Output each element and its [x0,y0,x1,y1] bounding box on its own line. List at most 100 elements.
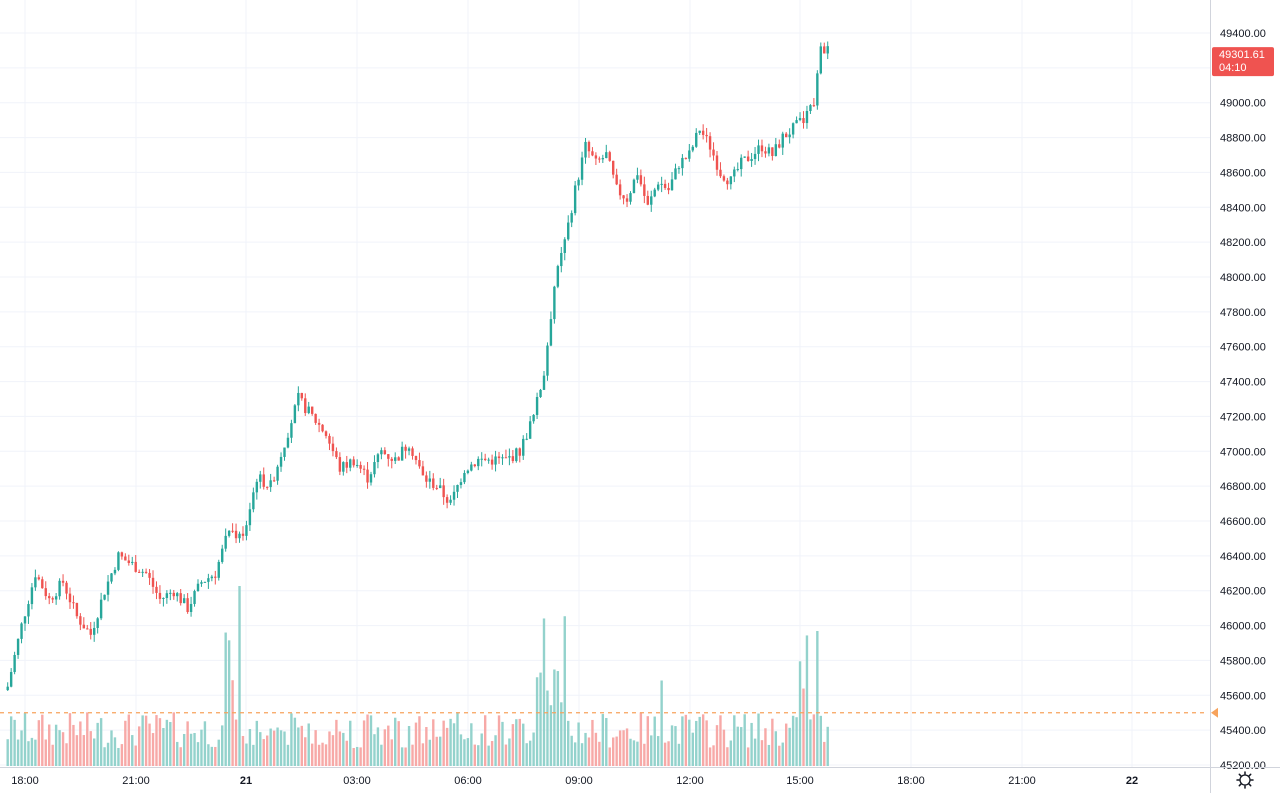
candle-body [162,597,165,599]
candle-body [321,424,324,432]
volume-bar [380,744,383,766]
volume-bar [428,739,432,766]
alert-line[interactable] [0,707,1218,718]
candle-body [252,492,255,510]
candle-body [383,450,387,455]
candle-body [75,602,79,617]
candle-body [515,448,518,462]
candle-body [155,586,158,593]
volume-bar [103,747,106,766]
candle-body [757,145,760,154]
volume-bar [137,726,141,766]
volume-bar [733,715,736,766]
volume-bar [241,735,245,766]
volume-bar [16,739,20,766]
volume-bar [715,725,719,766]
volume-bar [79,721,82,766]
volume-bar [612,737,615,766]
volume-bar [445,727,449,766]
volume-bar [110,730,113,766]
volume-bar [615,736,618,766]
volume-bar [169,722,172,766]
volume-bar [439,736,442,766]
candle-body [463,473,466,483]
volume-bar [594,732,598,766]
volume-bar [584,732,587,766]
volume-bar [283,731,286,766]
price-tick-label: 47200.00 [1220,411,1266,423]
candle-body [131,561,134,563]
volume-bar [819,715,822,766]
candle-body [646,195,649,205]
candle-body [636,175,639,180]
candle-body [667,187,670,191]
candle-body [82,624,86,629]
candle-body [37,577,41,580]
candle-body [715,155,719,170]
candle-body [335,451,338,458]
volume-bar [646,716,649,766]
candle-body [781,133,784,148]
gear-icon[interactable] [1236,771,1254,789]
price-tick-label: 45400.00 [1220,725,1266,737]
candle-body [134,561,137,572]
volume-bar [200,729,203,766]
candle-body [117,552,120,570]
candle-body [20,623,23,639]
candle-body [560,252,563,267]
volume-bar [193,732,196,766]
candle-body [338,457,342,472]
volume-bar [58,730,61,766]
candle-body [511,456,515,462]
volume-bar [535,677,539,766]
candle-body [349,459,352,468]
volume-bar [390,739,393,766]
candle-body [809,105,812,112]
volume-bar [577,722,580,766]
candle-body [497,456,501,459]
volume-bar [162,728,165,766]
volume-bar [560,702,563,766]
candle-body [9,672,13,687]
volume-bar [511,724,515,766]
volume-bar [407,726,411,766]
volume-bar [131,735,134,766]
candle-body [656,184,660,190]
volume-bar [176,741,179,766]
candle-body [186,598,189,612]
candle-body [262,474,265,487]
volume-bar [729,740,733,766]
candle-body [504,457,508,459]
volume-bar [539,672,542,766]
volume-bar [120,744,124,766]
volume-bar [622,730,625,766]
candle-body [124,556,127,561]
volume-bar [362,720,366,766]
candle-body [65,582,68,594]
candle-body [99,599,103,619]
candle-body [248,509,252,526]
volume-bar [338,731,342,766]
candle-body [227,530,231,536]
candle-body [525,438,528,440]
candle-body [532,414,535,422]
volume-bar [397,721,400,766]
candle-body [276,466,279,481]
volume-bar [342,732,345,766]
volume-bar [608,747,611,766]
price-tick-label: 47600.00 [1220,342,1266,354]
candle-body [214,576,217,578]
candle-body [266,486,269,488]
candle-body [241,533,245,536]
price-tick-label: 46400.00 [1220,551,1266,563]
price-tick-label: 46600.00 [1220,516,1266,528]
volume-bar [324,744,328,766]
price-tick-label: 48200.00 [1220,237,1266,249]
candle-body [23,616,27,624]
alert-marker-icon[interactable] [1211,707,1218,718]
candle-body [158,592,162,599]
volume-bar [27,741,30,766]
